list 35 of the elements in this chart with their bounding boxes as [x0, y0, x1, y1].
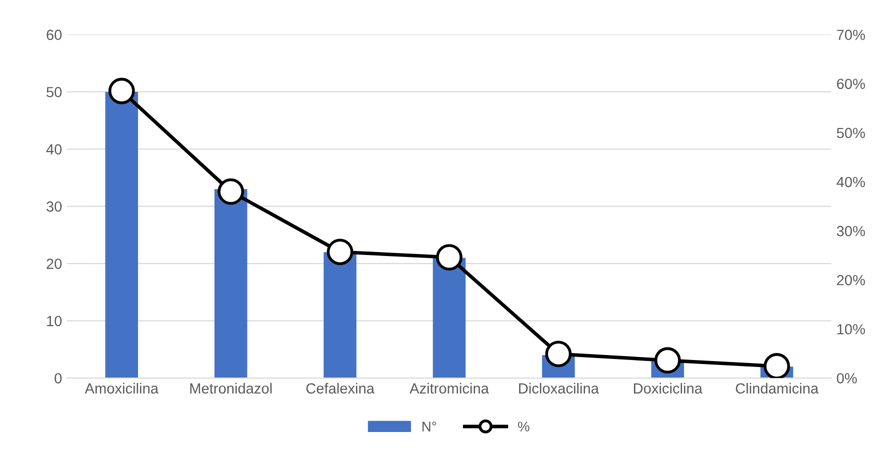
y2-tick-label: 30%: [836, 226, 865, 236]
y2-tick-label: 70%: [837, 30, 865, 40]
x-tick-label: Doxiciclina: [634, 382, 702, 394]
x-tick-label: Azitromicina: [410, 382, 489, 394]
y-tick-label: 0: [54, 373, 62, 384]
point: [654, 347, 681, 374]
y-tick-label: 50: [46, 86, 62, 98]
y2-tick-label: 60%: [837, 78, 865, 90]
point: [545, 340, 572, 368]
bar: [432, 258, 466, 378]
legend-label: N°: [422, 422, 436, 432]
point: [218, 178, 244, 205]
y-tick-label: 60: [46, 30, 62, 40]
y-tick-label: 30: [46, 201, 62, 212]
point: [326, 238, 354, 266]
bar: [105, 92, 138, 378]
point: [436, 244, 462, 271]
y-tick-label: 10: [47, 316, 62, 326]
bar: [324, 252, 356, 378]
y2-tick-label: 20%: [837, 274, 865, 286]
point: [108, 78, 135, 104]
x-tick-label: Dicloxacilina: [519, 382, 599, 394]
x-tick-label: Cefalexina: [306, 382, 374, 394]
x-tick-label: Amoxicilina: [84, 382, 159, 394]
y2-tick-label: 0%: [836, 373, 857, 384]
y-tick-label: 40: [46, 144, 62, 154]
y-tick-label: 20: [46, 258, 62, 269]
y2-tick-label: 10%: [837, 324, 865, 334]
y2-tick-label: 50%: [836, 128, 865, 138]
legend-label: %: [518, 422, 530, 432]
point: [764, 353, 790, 378]
y2-tick-label: 40%: [836, 176, 865, 188]
x-tick-label: Clindamicina: [736, 382, 819, 394]
bar: [214, 189, 248, 378]
x-tick-label: Metronidazol: [190, 382, 272, 394]
